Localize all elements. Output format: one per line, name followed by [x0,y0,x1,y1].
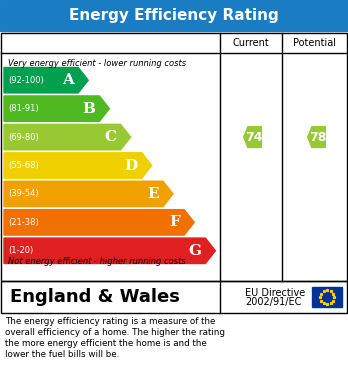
Text: Not energy efficient - higher running costs: Not energy efficient - higher running co… [8,257,186,266]
Text: EU Directive: EU Directive [245,288,305,298]
Text: overall efficiency of a home. The higher the rating: overall efficiency of a home. The higher… [5,328,225,337]
Polygon shape [308,127,325,147]
Bar [312,287,342,307]
Text: G: G [188,244,201,258]
Text: D: D [125,158,138,172]
Text: (21-38): (21-38) [8,218,39,227]
Text: Very energy efficient - lower running costs: Very energy efficient - lower running co… [8,59,186,68]
Polygon shape [4,210,194,235]
Bar [1,281,347,313]
Polygon shape [4,68,88,93]
Polygon shape [4,153,152,178]
Text: A: A [62,73,74,87]
Bar [1,33,347,281]
Bar [0,0,348,31]
Text: B: B [82,102,95,116]
Text: C: C [104,130,117,144]
Text: E: E [147,187,159,201]
Polygon shape [4,238,215,264]
Polygon shape [244,127,261,147]
Text: (69-80): (69-80) [8,133,39,142]
Text: 2002/91/EC: 2002/91/EC [245,297,301,307]
Text: the more energy efficient the home is and the: the more energy efficient the home is an… [5,339,207,348]
Text: Current: Current [232,38,269,48]
Text: (81-91): (81-91) [8,104,39,113]
Text: lower the fuel bills will be.: lower the fuel bills will be. [5,350,119,359]
Text: England & Wales: England & Wales [10,288,180,306]
Text: (55-68): (55-68) [8,161,39,170]
Text: The energy efficiency rating is a measure of the: The energy efficiency rating is a measur… [5,317,215,326]
Text: 74: 74 [245,131,263,143]
Text: Potential: Potential [293,38,337,48]
Text: (92-100): (92-100) [8,76,44,85]
Text: (1-20): (1-20) [8,246,33,255]
Polygon shape [4,124,130,150]
Text: 78: 78 [309,131,327,143]
Text: F: F [169,215,180,230]
Polygon shape [4,96,109,121]
Text: (39-54): (39-54) [8,189,39,198]
Polygon shape [4,181,173,206]
Text: Energy Efficiency Rating: Energy Efficiency Rating [69,8,279,23]
